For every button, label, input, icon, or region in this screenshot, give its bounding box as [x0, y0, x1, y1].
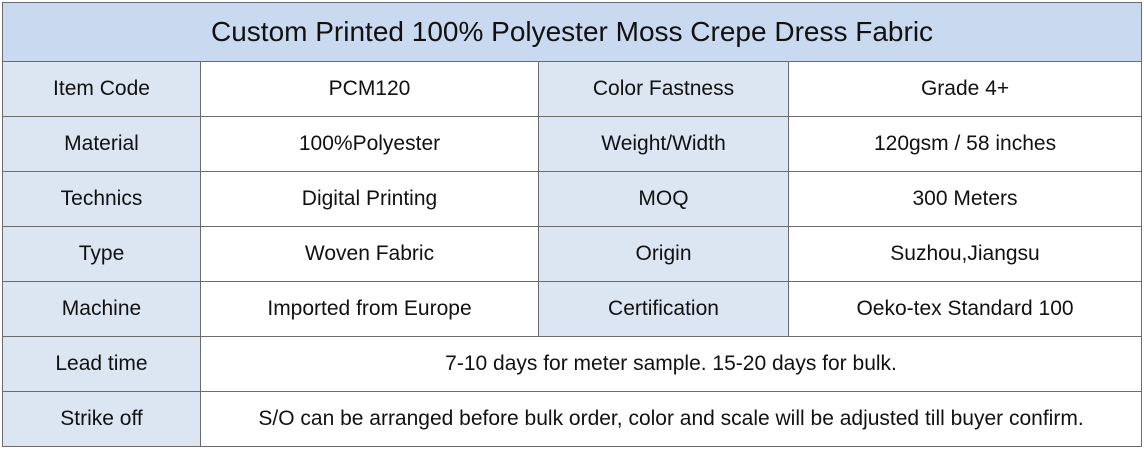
label-cell: Color Fastness — [538, 61, 789, 117]
value-cell: Suzhou,Jiangsu — [787, 226, 1143, 282]
label-cell: Certification — [538, 281, 789, 337]
table-row: Technics Digital Printing MOQ 300 Meters — [2, 171, 1143, 227]
table-row: Material 100%Polyester Weight/Width 120gsm … — [2, 116, 1143, 172]
label-cell: Machine — [2, 281, 201, 337]
value-cell: Grade 4+ — [787, 61, 1143, 117]
value-cell: Imported from Europe — [200, 281, 539, 337]
value-cell: 100%Polyester — [200, 116, 539, 172]
value-cell: Woven Fabric — [200, 226, 539, 282]
label-cell: MOQ — [538, 171, 789, 227]
spec-table: Custom Printed 100% Polyester Moss Crepe… — [1, 2, 1143, 447]
label-cell: Material — [2, 116, 201, 172]
label-cell: Weight/Width — [538, 116, 789, 172]
label-cell: Item Code — [2, 61, 201, 117]
value-cell: 300 Meters — [787, 171, 1143, 227]
value-cell: Digital Printing — [200, 171, 539, 227]
table-title: Custom Printed 100% Polyester Moss Crepe… — [1, 2, 1143, 62]
label-cell: Strike off — [2, 391, 201, 447]
table-row: Item Code PCM120 Color Fastness Grade 4+ — [2, 61, 1143, 117]
value-cell: 7-10 days for meter sample. 15-20 days f… — [199, 336, 1143, 392]
table-row: Lead time 7-10 days for meter sample. 15-… — [2, 336, 1143, 392]
table-body: Custom Printed 100% Polyester Moss Crepe… — [1, 2, 1143, 447]
label-cell: Type — [2, 226, 201, 282]
label-cell: Origin — [538, 226, 789, 282]
table-row: Strike off S/O can be arranged before bul… — [2, 391, 1143, 447]
value-cell: 120gsm / 58 inches — [787, 116, 1143, 172]
label-cell: Technics — [2, 171, 201, 227]
table-row: Machine Imported from Europe Certification… — [2, 281, 1143, 337]
table-row: Type Woven Fabric Origin Suzhou,Jiangsu — [2, 226, 1143, 282]
value-cell: S/O can be arranged before bulk order, c… — [199, 391, 1143, 447]
label-cell: Lead time — [2, 336, 201, 392]
value-cell: Oeko-tex Standard 100 — [787, 281, 1143, 337]
title-row: Custom Printed 100% Polyester Moss Crepe… — [1, 2, 1143, 62]
value-cell: PCM120 — [200, 61, 539, 117]
